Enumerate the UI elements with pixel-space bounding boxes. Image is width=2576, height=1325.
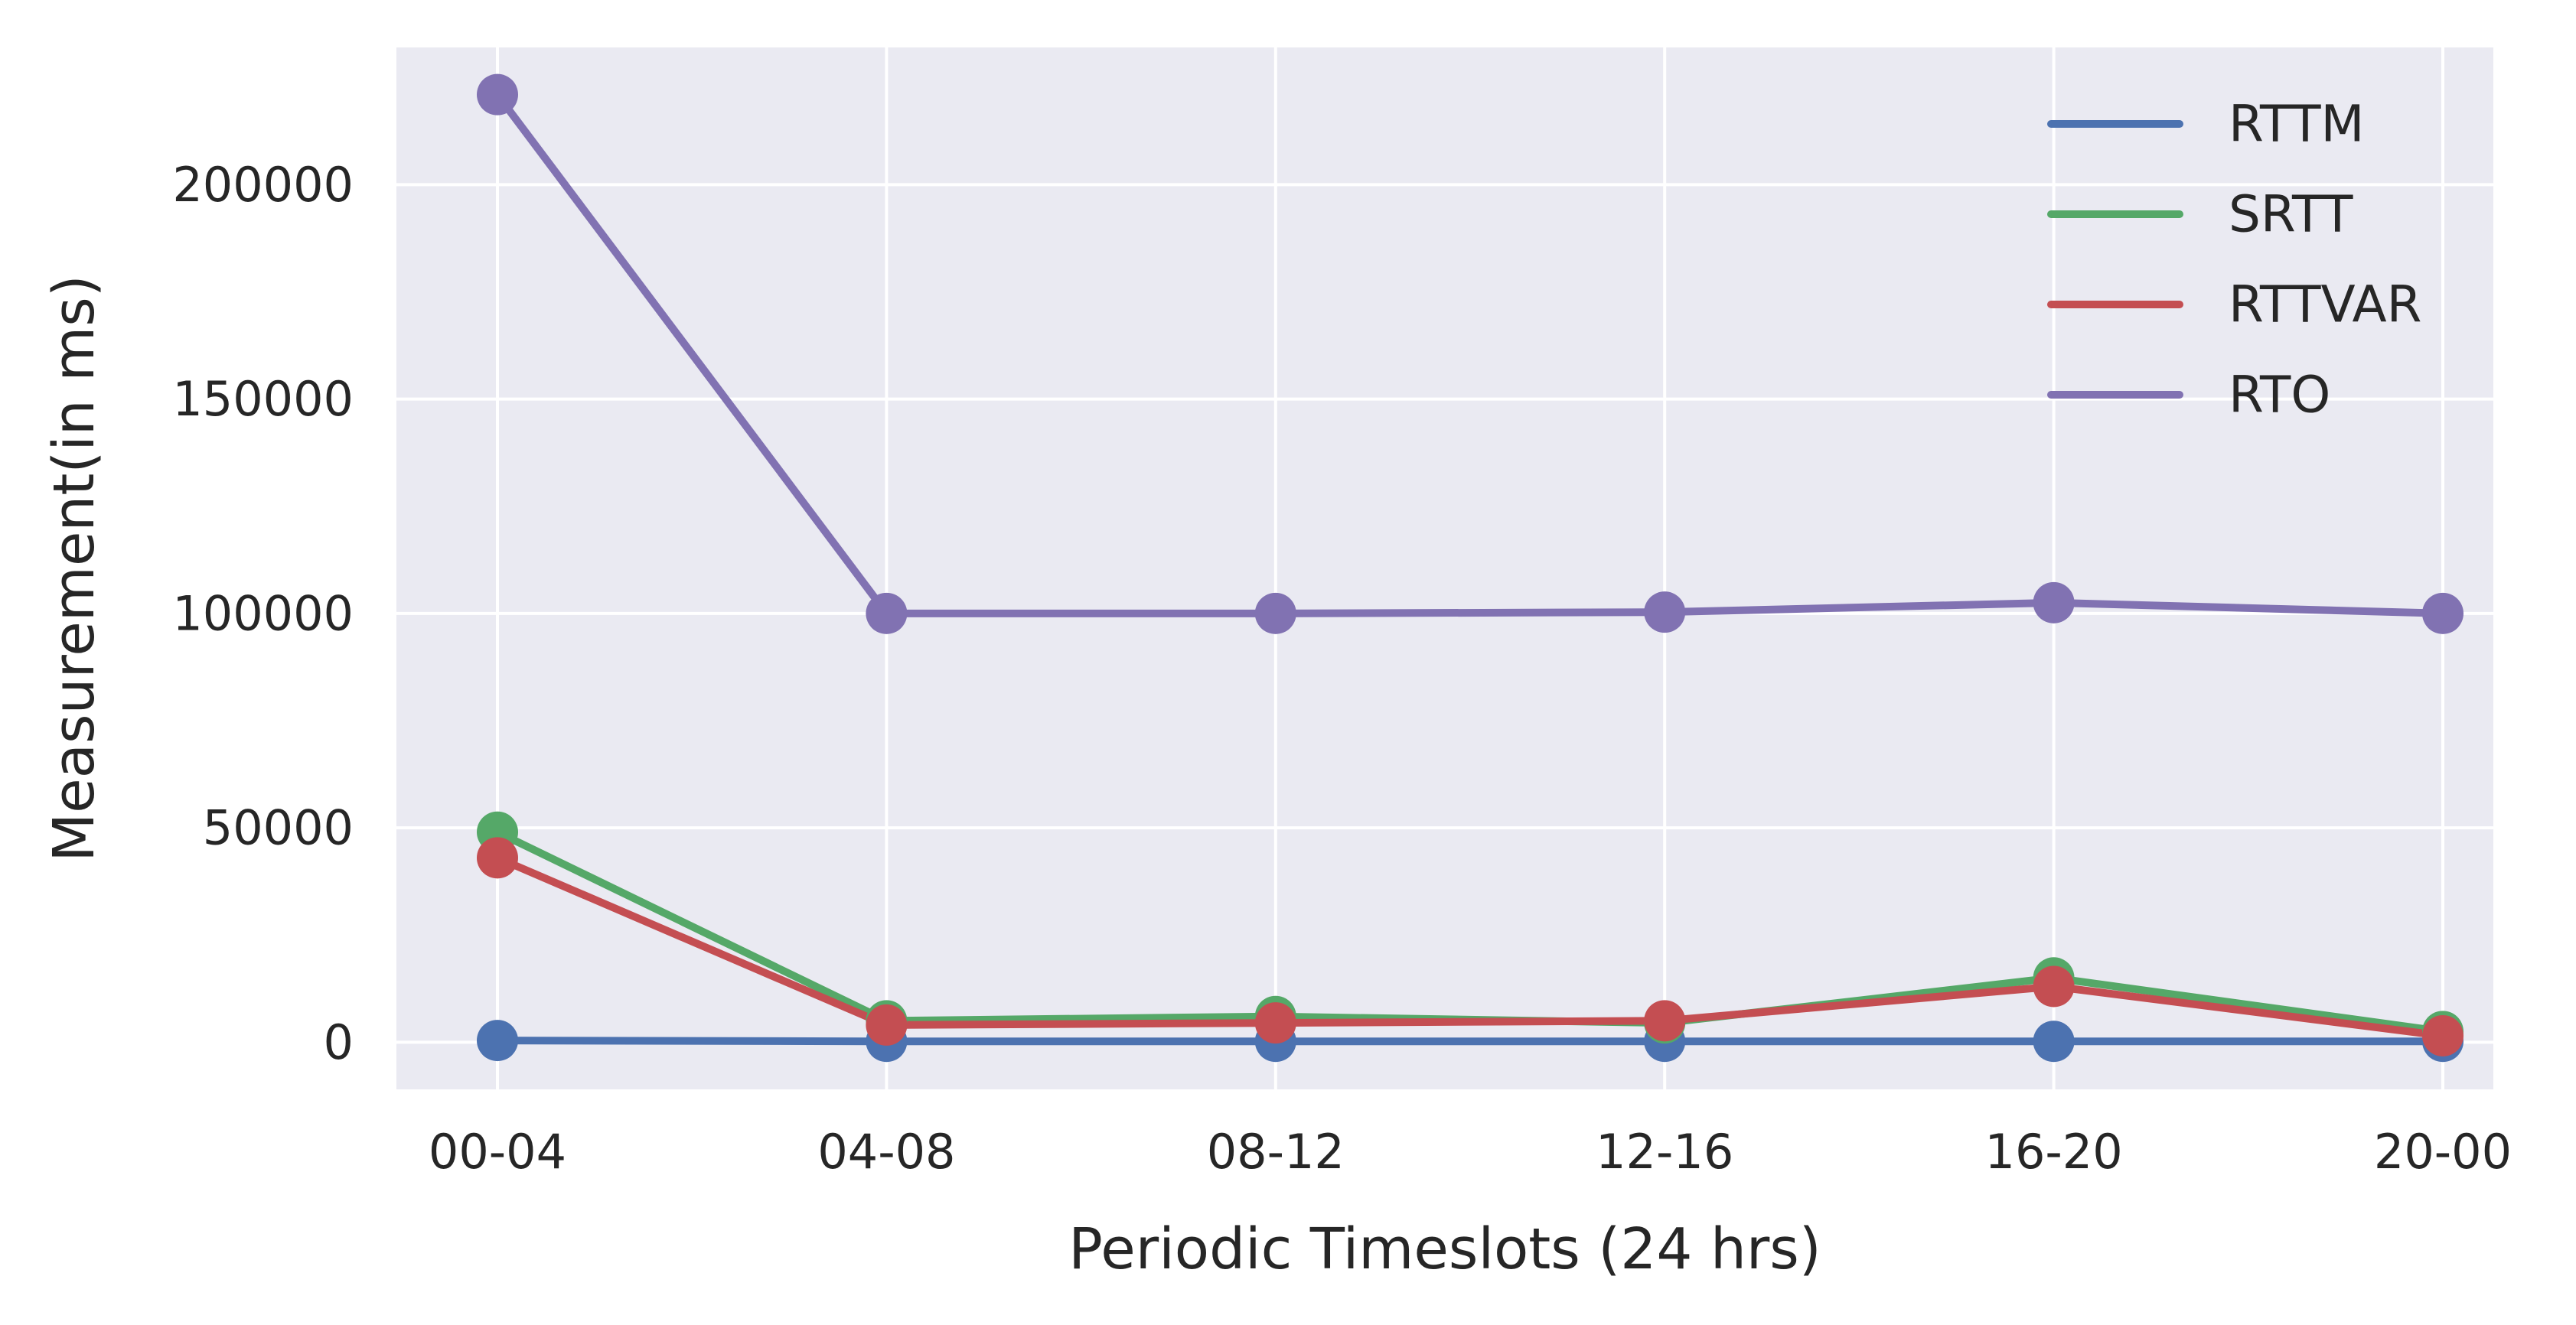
x-axis-tick-labels: 00-04 04-08 08-12 12-16 16-20 20-00: [429, 1124, 2512, 1180]
series-line-rttvar: [494, 854, 2447, 1040]
y-axis-label: Measurement(in ms): [41, 275, 107, 861]
y-tick-label: 150000: [172, 371, 354, 427]
data-point-rttvar: [2422, 1014, 2464, 1056]
data-point-rto: [477, 73, 518, 116]
data-point-rto: [866, 592, 908, 634]
x-tick-label: 16-20: [1985, 1124, 2123, 1180]
data-point-rttvar: [866, 1004, 908, 1046]
y-axis-tick-labels: 0 50000 100000 150000 200000: [172, 157, 354, 1070]
data-point-rttvar: [1254, 1002, 1296, 1044]
series-line-rto: [494, 90, 2447, 617]
legend-label-srtt: SRTT: [2229, 185, 2353, 244]
y-tick-label: 100000: [172, 585, 354, 641]
legend-label-rttm: RTTM: [2229, 95, 2364, 154]
series-points: [477, 73, 2464, 1063]
data-point-rto: [1644, 591, 1686, 633]
data-point-rttm: [477, 1020, 518, 1062]
x-tick-label: 20-00: [2374, 1124, 2512, 1180]
x-axis-label: Periodic Timeslots (24 hrs): [1068, 1216, 1821, 1282]
y-tick-label: 200000: [172, 157, 354, 213]
data-point-rttvar: [477, 837, 518, 879]
data-point-rto: [2033, 581, 2075, 623]
data-point-rttvar: [1644, 1000, 1686, 1042]
data-point-rttm: [2033, 1021, 2075, 1063]
x-tick-label: 04-08: [817, 1124, 955, 1180]
x-tick-label: 00-04: [429, 1124, 566, 1180]
legend-label-rto: RTO: [2229, 366, 2330, 425]
y-tick-label: 50000: [203, 800, 354, 856]
legend: RTTM SRTT RTTVAR RTO: [2047, 95, 2421, 425]
series-lines: [494, 90, 2447, 1046]
y-tick-label: 0: [324, 1014, 354, 1070]
x-tick-label: 08-12: [1207, 1124, 1345, 1180]
data-point-rto: [1254, 592, 1296, 634]
data-point-rto: [2422, 592, 2464, 634]
series-line-rttm: [494, 1037, 2447, 1046]
data-point-rttvar: [2033, 965, 2075, 1008]
plot-background: [396, 47, 2493, 1089]
legend-label-rttvar: RTTVAR: [2229, 275, 2421, 334]
x-tick-label: 12-16: [1596, 1124, 1733, 1180]
